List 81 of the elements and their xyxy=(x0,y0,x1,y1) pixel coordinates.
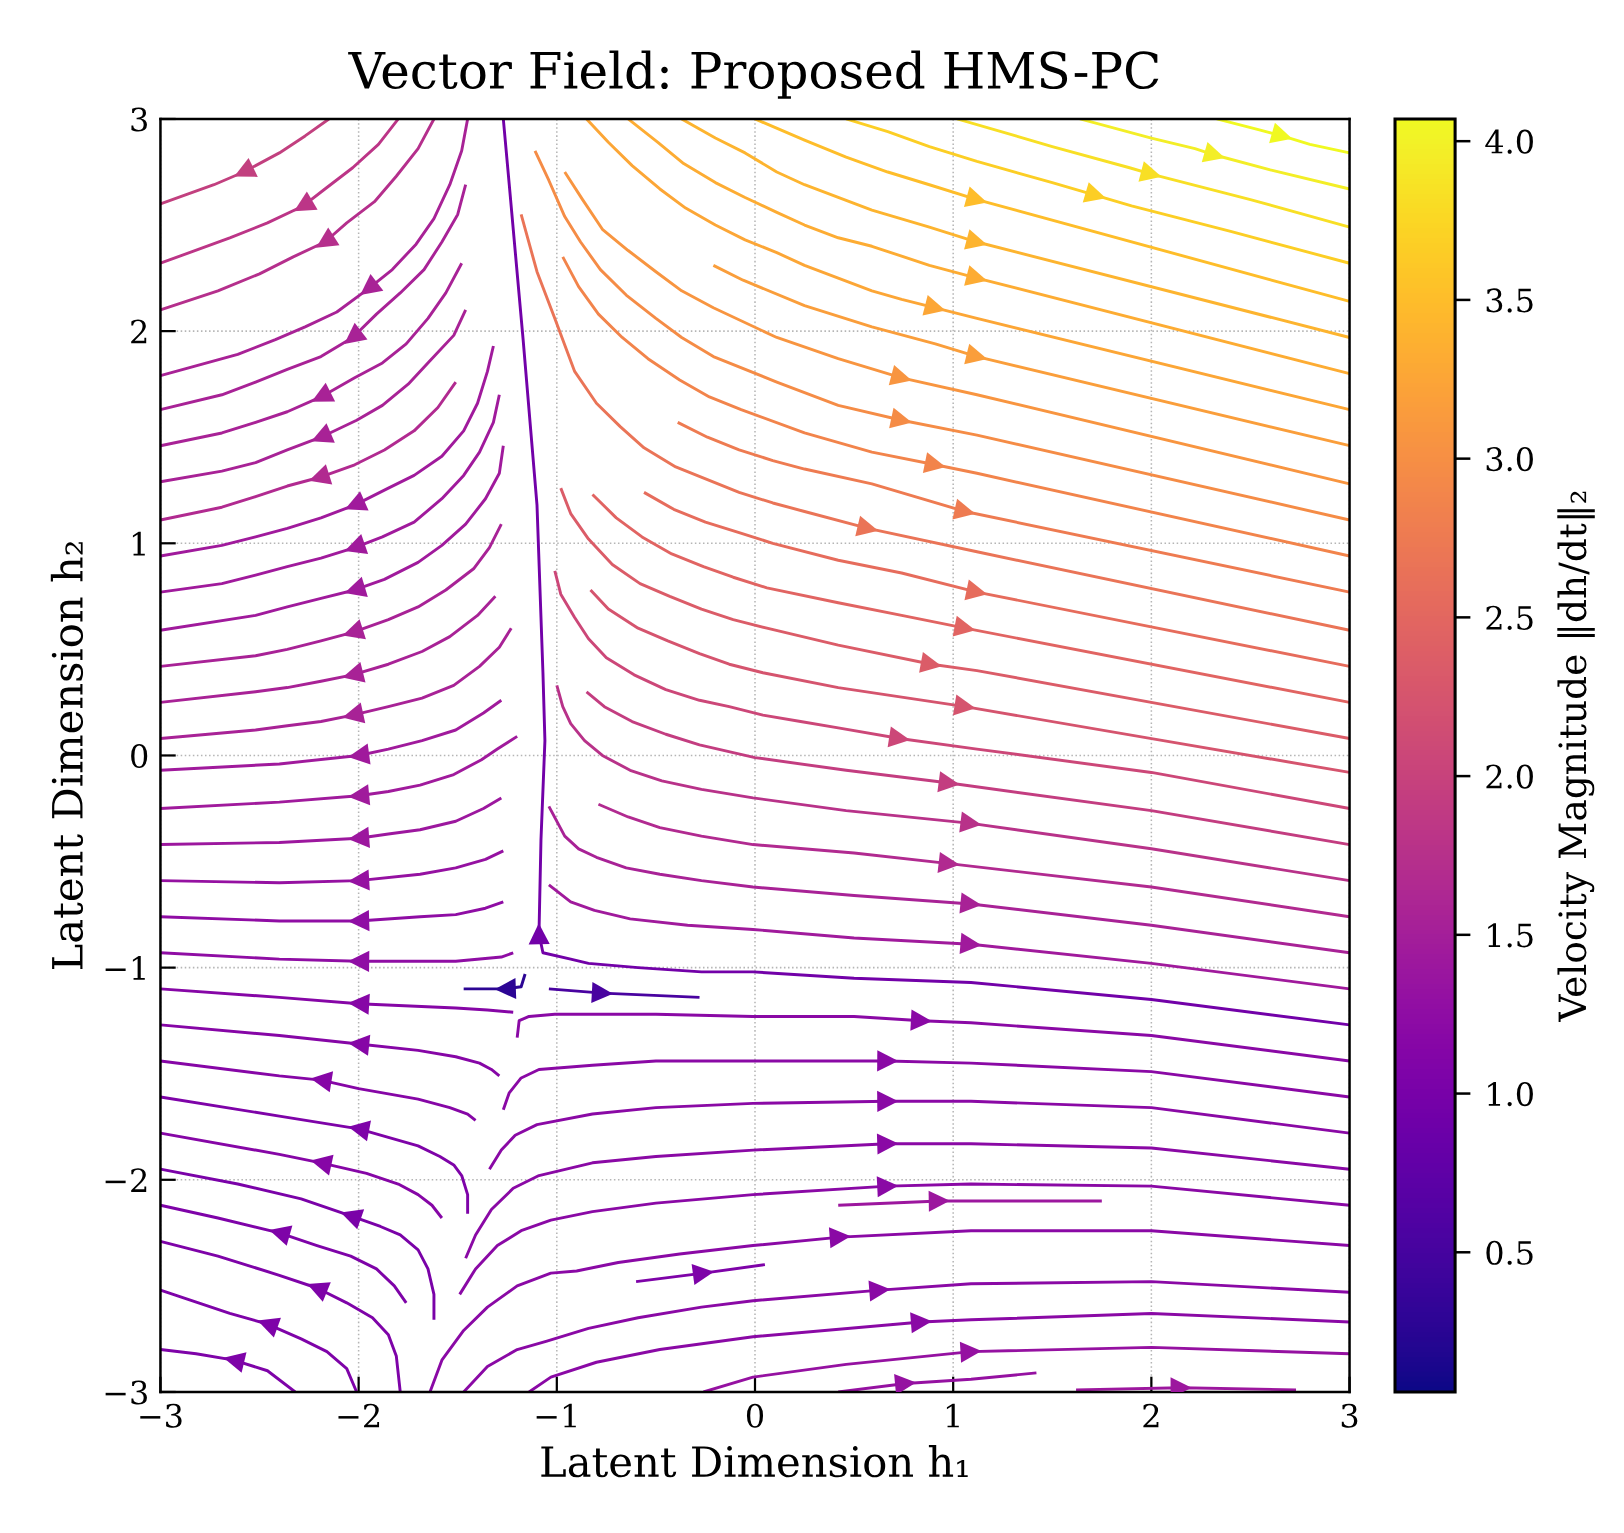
line-series xyxy=(561,255,1350,558)
chart-title: Vector Field: Proposed HMS-PC xyxy=(348,50,1159,99)
line-series xyxy=(160,522,503,668)
line-series xyxy=(553,569,1350,810)
color-bar-label: 2.0 xyxy=(1486,764,1533,789)
line-series xyxy=(160,344,495,558)
line-series xyxy=(160,308,468,484)
line-series xyxy=(160,261,464,448)
line-series xyxy=(642,490,1350,668)
line-series xyxy=(563,170,1350,486)
line-series xyxy=(160,1131,444,1220)
y-tick-label: −1 xyxy=(105,956,145,980)
y-tick-label: −3 xyxy=(105,1380,147,1405)
line-series xyxy=(585,690,1350,847)
color-bar-title: Velocity Magnitude ‖dh/dt‖₂ xyxy=(1557,491,1595,1022)
line-series xyxy=(1215,118,1350,155)
x-tick-label: 3 xyxy=(1341,1403,1358,1428)
y-tick-label: 1 xyxy=(132,531,145,556)
color-bar-label: 2.5 xyxy=(1486,605,1533,630)
line-series xyxy=(160,444,505,632)
x-tick-label: 1 xyxy=(946,1403,959,1428)
x-tick-label: 0 xyxy=(746,1403,764,1428)
line-series xyxy=(559,486,1350,740)
line-series xyxy=(596,802,1350,919)
line-series xyxy=(160,796,503,848)
color-bar-label: 0.5 xyxy=(1486,1240,1533,1265)
line-series xyxy=(160,1167,436,1322)
line-series xyxy=(547,804,1350,955)
line-series xyxy=(160,1203,408,1305)
line-series xyxy=(676,420,1350,594)
line-series xyxy=(527,1312,1350,1392)
line-series xyxy=(844,118,1350,265)
line-series xyxy=(462,1280,1350,1392)
line-series xyxy=(160,1288,359,1392)
x-tick-label: −1 xyxy=(536,1403,576,1428)
line-series xyxy=(160,118,436,312)
line-series xyxy=(519,212,1350,632)
line-series xyxy=(753,118,1350,303)
line-series xyxy=(589,588,1350,774)
x-tick-label: 2 xyxy=(1143,1403,1159,1428)
line-series xyxy=(585,118,1350,412)
y-tick-label: 2 xyxy=(131,319,147,344)
y-axis-title: Latent Dimension h₂ xyxy=(50,542,84,970)
line-series xyxy=(955,118,1350,229)
y-tick-label: 0 xyxy=(131,743,148,769)
line-series xyxy=(626,118,1350,376)
y-tick-label: −2 xyxy=(105,1168,147,1192)
line-series xyxy=(160,118,331,206)
line-series xyxy=(160,183,468,412)
line-series xyxy=(533,149,1350,522)
line-series xyxy=(160,987,515,1015)
line-series xyxy=(428,1227,1350,1392)
color-bar-label: 1.0 xyxy=(1488,1081,1533,1107)
line-series xyxy=(591,493,1350,704)
line-series xyxy=(160,1095,470,1216)
line-series xyxy=(1078,118,1350,191)
line-series xyxy=(160,734,519,810)
x-tick-label: −2 xyxy=(338,1403,380,1428)
line-series xyxy=(160,380,458,522)
line-series xyxy=(160,118,470,378)
line-series xyxy=(160,1059,478,1122)
line-series xyxy=(501,118,1350,1027)
line-series xyxy=(836,1371,1038,1392)
color-bar-label: 3.0 xyxy=(1486,447,1533,472)
line-series xyxy=(160,626,513,740)
line-series xyxy=(160,118,400,265)
color-bar-label: 4.0 xyxy=(1485,129,1533,154)
line-series xyxy=(160,393,501,594)
line-series xyxy=(711,263,1350,448)
line-series xyxy=(160,1239,402,1392)
line-series xyxy=(160,1348,297,1392)
line-series xyxy=(555,683,1350,883)
line-series xyxy=(680,118,1350,339)
line-series xyxy=(160,1023,501,1078)
color-bar-label: 1.5 xyxy=(1488,923,1533,948)
line-series xyxy=(547,883,1350,991)
color-bar-label: 3.5 xyxy=(1486,288,1533,313)
line-series xyxy=(160,594,497,704)
x-axis-title: Latent Dimension h₁ xyxy=(541,1445,968,1478)
y-tick-label: 3 xyxy=(131,107,147,132)
line-series xyxy=(160,698,503,772)
